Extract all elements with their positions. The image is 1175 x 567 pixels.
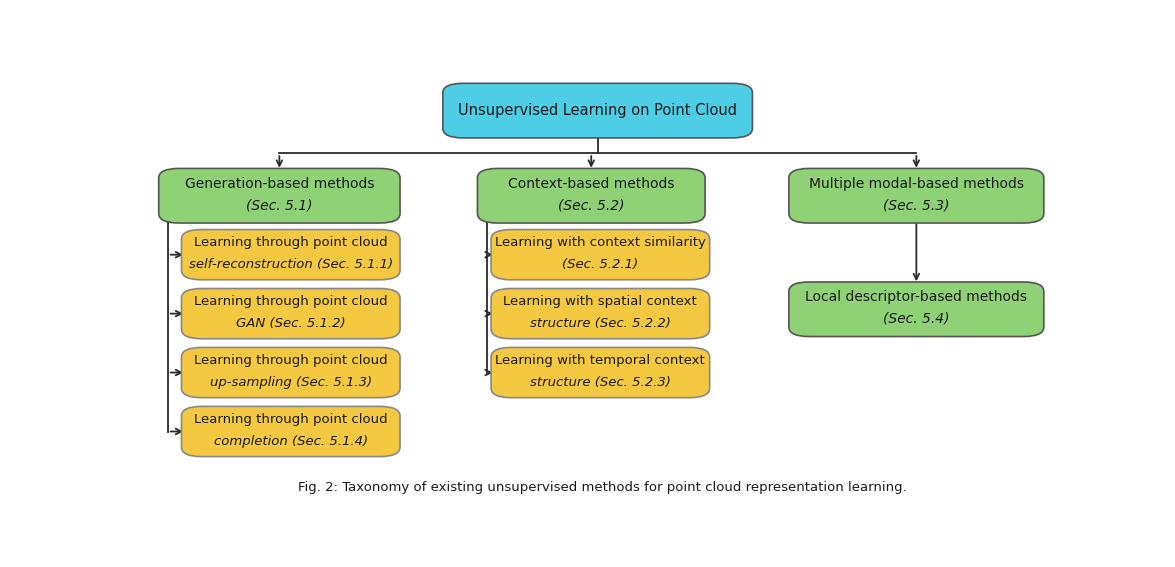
Text: Fig. 2: Taxonomy of existing unsupervised methods for point cloud representation: Fig. 2: Taxonomy of existing unsupervise… — [297, 481, 907, 494]
Text: structure (Sec. 5.2.3): structure (Sec. 5.2.3) — [530, 376, 671, 388]
Text: Learning with spatial context: Learning with spatial context — [504, 295, 697, 308]
Text: Generation-based methods: Generation-based methods — [184, 176, 374, 191]
Text: up-sampling (Sec. 5.1.3): up-sampling (Sec. 5.1.3) — [209, 376, 371, 388]
Text: GAN (Sec. 5.1.2): GAN (Sec. 5.1.2) — [236, 317, 345, 330]
FancyBboxPatch shape — [491, 230, 710, 280]
Text: Learning through point cloud: Learning through point cloud — [194, 295, 388, 308]
FancyBboxPatch shape — [181, 230, 400, 280]
FancyBboxPatch shape — [491, 289, 710, 338]
Text: Multiple modal-based methods: Multiple modal-based methods — [808, 176, 1023, 191]
Text: (Sec. 5.4): (Sec. 5.4) — [884, 312, 949, 326]
Text: (Sec. 5.1): (Sec. 5.1) — [246, 198, 313, 213]
Text: structure (Sec. 5.2.2): structure (Sec. 5.2.2) — [530, 317, 671, 330]
Text: completion (Sec. 5.1.4): completion (Sec. 5.1.4) — [214, 435, 368, 447]
Text: (Sec. 5.3): (Sec. 5.3) — [884, 198, 949, 213]
Text: Context-based methods: Context-based methods — [508, 176, 674, 191]
FancyBboxPatch shape — [181, 289, 400, 338]
FancyBboxPatch shape — [181, 407, 400, 456]
Text: Learning through point cloud: Learning through point cloud — [194, 236, 388, 249]
Text: Learning through point cloud: Learning through point cloud — [194, 354, 388, 367]
Text: (Sec. 5.2): (Sec. 5.2) — [558, 198, 624, 213]
FancyBboxPatch shape — [477, 168, 705, 223]
FancyBboxPatch shape — [443, 83, 752, 138]
Text: (Sec. 5.2.1): (Sec. 5.2.1) — [563, 258, 638, 271]
FancyBboxPatch shape — [788, 282, 1043, 337]
Text: Local descriptor-based methods: Local descriptor-based methods — [805, 290, 1027, 304]
FancyBboxPatch shape — [181, 348, 400, 397]
Text: Learning through point cloud: Learning through point cloud — [194, 413, 388, 426]
Text: self-reconstruction (Sec. 5.1.1): self-reconstruction (Sec. 5.1.1) — [189, 258, 392, 271]
FancyBboxPatch shape — [159, 168, 400, 223]
FancyBboxPatch shape — [491, 348, 710, 397]
Text: Unsupervised Learning on Point Cloud: Unsupervised Learning on Point Cloud — [458, 103, 737, 118]
Text: Learning with context similarity: Learning with context similarity — [495, 236, 706, 249]
FancyBboxPatch shape — [788, 168, 1043, 223]
Text: Learning with temporal context: Learning with temporal context — [496, 354, 705, 367]
